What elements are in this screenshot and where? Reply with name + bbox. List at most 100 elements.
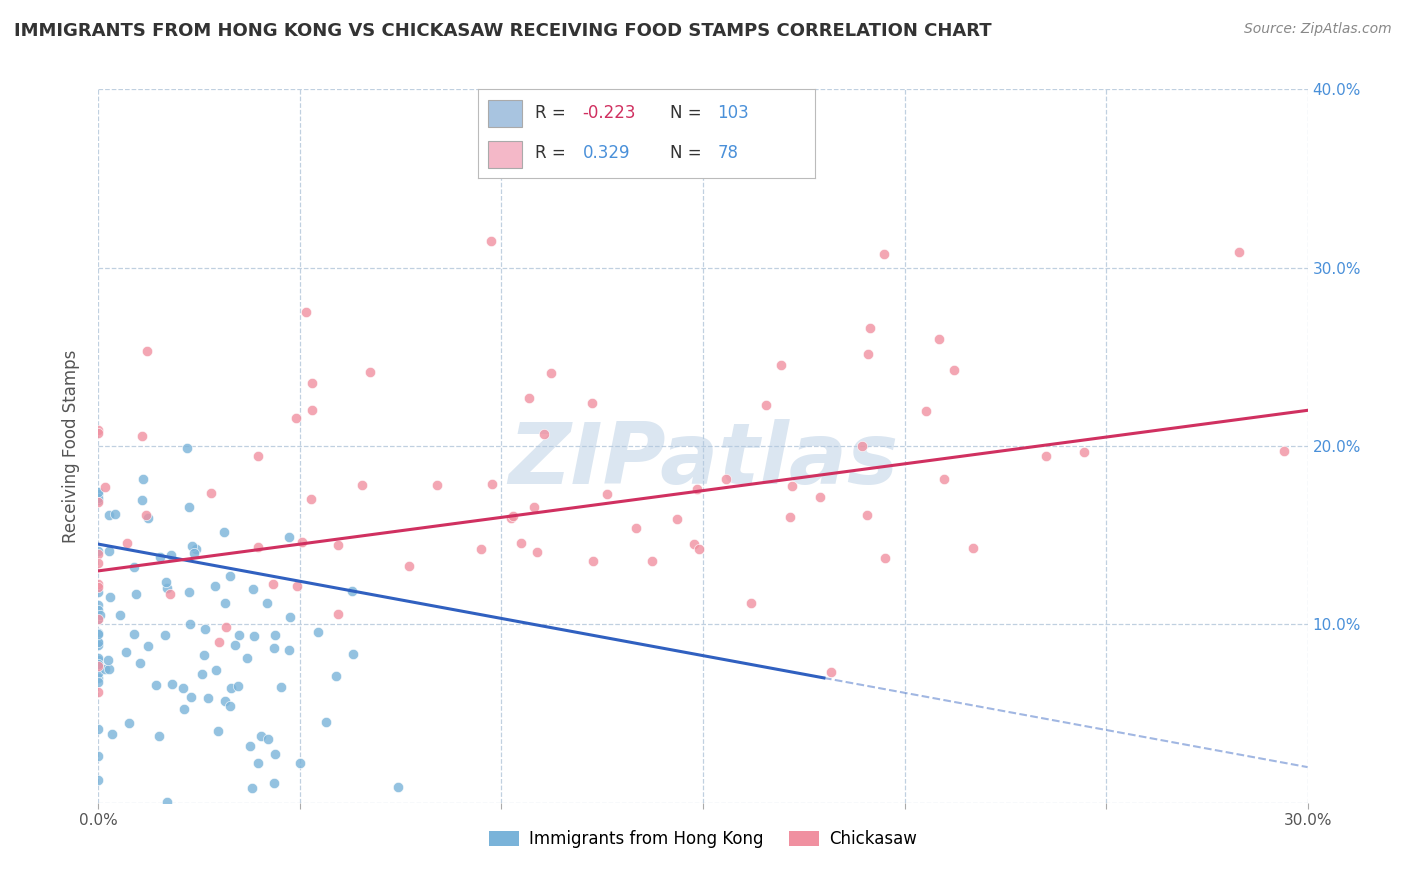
Point: [214, 693, 236, 707]
Point: [262, 576, 284, 591]
Point: [179, 616, 201, 631]
Point: [101, 727, 124, 741]
Point: [301, 376, 323, 391]
Point: [641, 554, 664, 568]
Point: [714, 472, 737, 486]
Point: [87, 544, 110, 558]
Point: [426, 478, 449, 492]
Point: [179, 585, 201, 599]
Point: [502, 509, 524, 524]
Point: [207, 724, 229, 739]
Point: [97, 544, 120, 558]
Point: [181, 539, 204, 553]
Point: [87, 723, 110, 737]
Point: [315, 714, 337, 729]
Point: [256, 596, 278, 610]
Point: [285, 579, 308, 593]
Point: [87, 674, 110, 689]
Point: [533, 427, 555, 442]
Point: [87, 638, 110, 652]
Text: 103: 103: [717, 103, 749, 122]
Point: [685, 482, 707, 496]
Point: [97, 508, 120, 522]
Point: [177, 500, 200, 515]
Point: [928, 332, 950, 346]
Point: [219, 569, 242, 583]
Point: [97, 652, 120, 666]
Point: [239, 739, 262, 753]
Point: [263, 776, 285, 790]
Point: [523, 500, 546, 514]
Point: [288, 756, 311, 770]
Point: [240, 780, 263, 795]
Point: [87, 580, 110, 594]
Point: [858, 347, 880, 361]
Point: [94, 480, 117, 494]
Point: [962, 541, 984, 555]
Point: [479, 234, 502, 248]
Point: [236, 651, 259, 665]
Point: [87, 772, 110, 787]
Point: [626, 521, 648, 535]
Text: N =: N =: [671, 103, 707, 122]
Point: [755, 398, 778, 412]
Point: [98, 591, 121, 605]
Point: [540, 367, 562, 381]
Text: R =: R =: [536, 145, 576, 162]
FancyBboxPatch shape: [488, 100, 522, 127]
Point: [596, 487, 619, 501]
Point: [87, 684, 110, 698]
Point: [131, 428, 153, 442]
Point: [156, 581, 179, 595]
Point: [214, 596, 236, 610]
Point: [218, 698, 240, 713]
Point: [342, 647, 364, 661]
Point: [247, 756, 270, 770]
Point: [87, 577, 110, 591]
Point: [87, 671, 110, 685]
Point: [180, 690, 202, 704]
Point: [782, 479, 804, 493]
Point: [872, 247, 894, 261]
Text: N =: N =: [671, 145, 713, 162]
Point: [156, 795, 179, 809]
Point: [263, 640, 285, 655]
Point: [277, 530, 299, 544]
Point: [87, 657, 110, 671]
Point: [247, 540, 270, 554]
Point: [87, 665, 110, 680]
Text: IMMIGRANTS FROM HONG KONG VS CHICKASAW RECEIVING FOOD STAMPS CORRELATION CHART: IMMIGRANTS FROM HONG KONG VS CHICKASAW R…: [14, 22, 991, 40]
Point: [243, 629, 266, 643]
Point: [280, 610, 302, 624]
Point: [808, 491, 831, 505]
Point: [509, 536, 531, 550]
Point: [769, 359, 792, 373]
Point: [118, 716, 141, 731]
Point: [131, 493, 153, 508]
Point: [219, 681, 242, 695]
Point: [162, 677, 184, 691]
Point: [204, 579, 226, 593]
Point: [115, 536, 138, 550]
Point: [1035, 449, 1057, 463]
Point: [87, 748, 110, 763]
Point: [87, 602, 110, 616]
Point: [307, 625, 329, 640]
Point: [153, 628, 176, 642]
Point: [87, 635, 110, 649]
Point: [87, 485, 110, 500]
Point: [194, 622, 217, 636]
Point: [104, 507, 127, 521]
Point: [136, 639, 159, 653]
Point: [87, 627, 110, 641]
Point: [176, 441, 198, 455]
Point: [122, 627, 145, 641]
Point: [87, 653, 110, 667]
Point: [295, 305, 318, 319]
Point: [135, 508, 157, 523]
Point: [98, 662, 121, 676]
Point: [148, 729, 170, 743]
Point: [136, 344, 159, 359]
Point: [517, 391, 540, 405]
Point: [359, 365, 381, 379]
